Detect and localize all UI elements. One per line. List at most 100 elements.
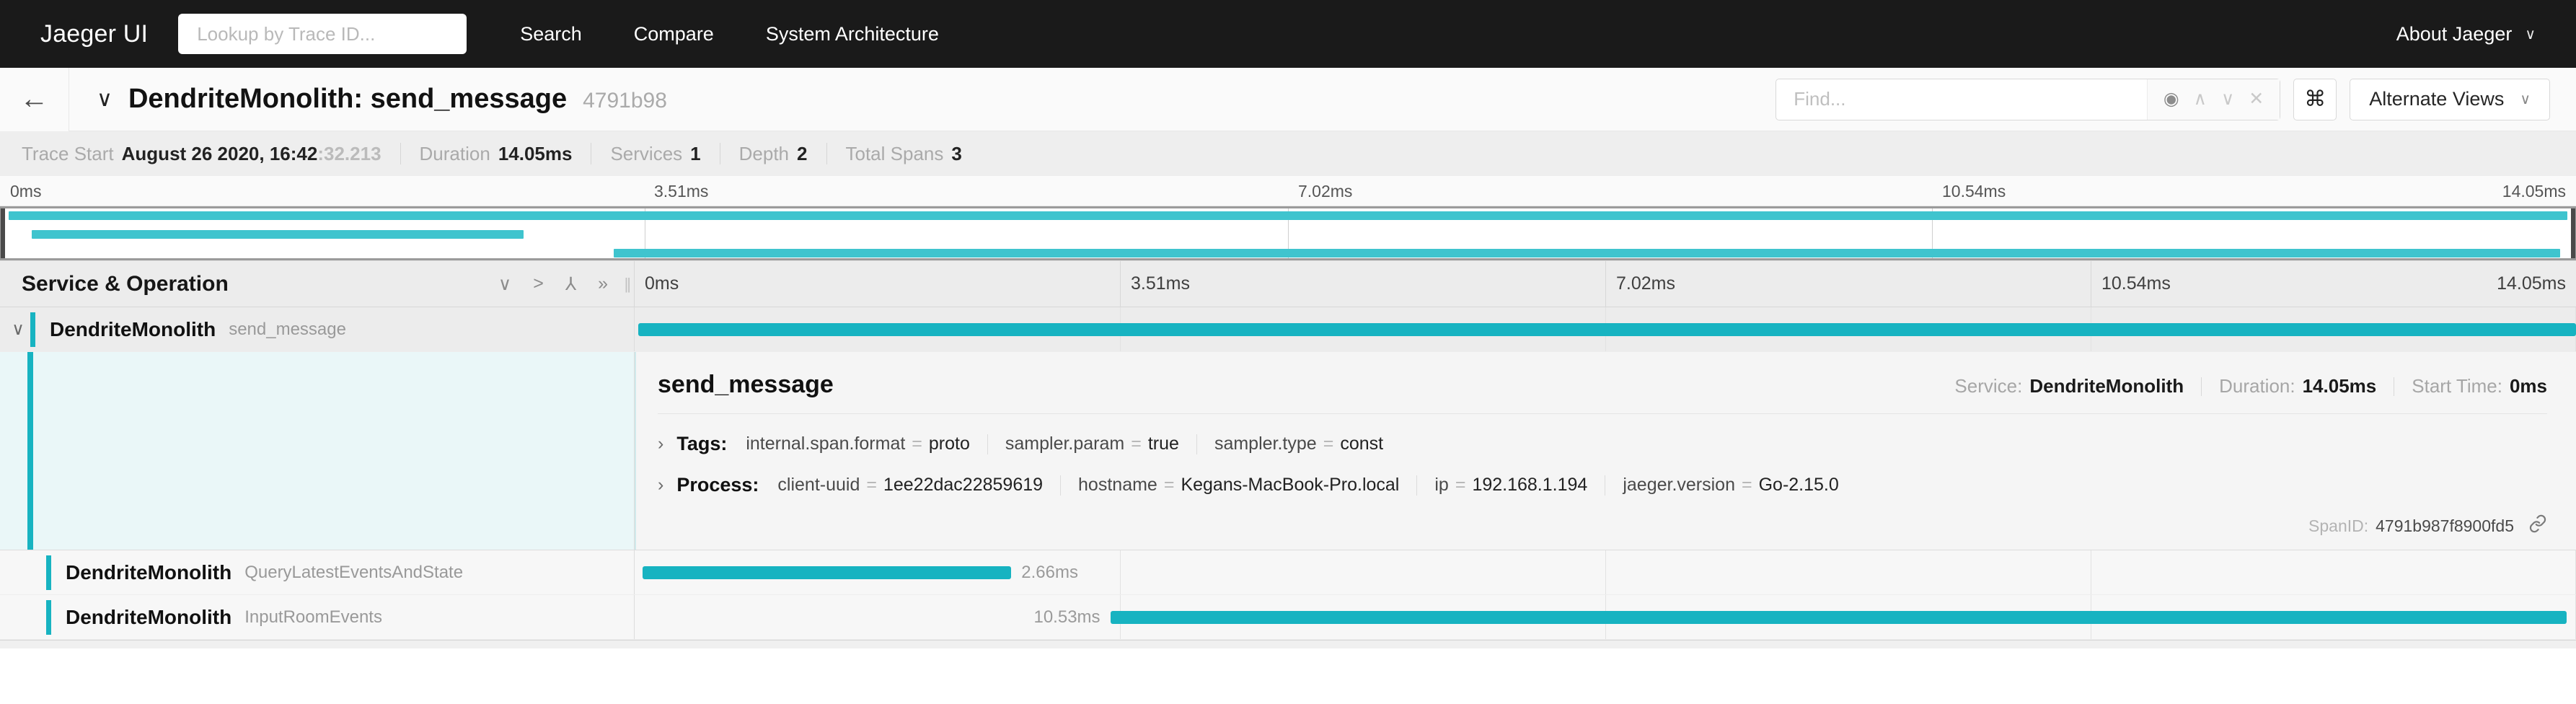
find-box[interactable]: ◉ ∧ ∨ ✕ — [1776, 78, 2281, 120]
meta-value: 1 — [690, 142, 701, 164]
timeline-column-header: 0ms 3.51ms 7.02ms 10.54ms 14.05ms — [635, 261, 2576, 307]
span-row[interactable]: ∨ DendriteMonolith send_message — [0, 307, 2576, 352]
tag-value: proto — [928, 434, 970, 454]
span-row[interactable]: DendriteMonolith InputRoomEvents 10.53ms — [0, 595, 2576, 640]
span-color-marker — [30, 312, 35, 347]
process-key: hostname — [1078, 475, 1157, 495]
span-duration-bar[interactable] — [642, 566, 1012, 579]
nav-link-search[interactable]: Search — [520, 22, 582, 45]
span-row-label[interactable]: DendriteMonolith InputRoomEvents — [0, 595, 635, 639]
timeline-tick-label: 0ms — [645, 273, 679, 294]
process-pair: hostname = Kegans-MacBook-Pro.local — [1078, 475, 1399, 496]
chevron-right-icon[interactable]: › — [658, 434, 664, 454]
horizontal-scrollbar[interactable] — [0, 640, 2576, 648]
minimap-tick: 0ms — [10, 182, 42, 201]
chevron-down-icon: ∨ — [2525, 26, 2536, 43]
meta-item: Total Spans 3 — [846, 143, 962, 165]
trace-minimap[interactable]: 0ms 3.51ms 7.02ms 10.54ms 14.05ms — [0, 176, 2576, 261]
equals-sign: = — [1741, 475, 1752, 495]
trace-summary-bar: Trace Start August 26 2020, 16:42:32.213 D… — [0, 131, 2576, 176]
minimap-drag-handle-right[interactable] — [2571, 208, 2575, 258]
meta-value: 2 — [797, 142, 808, 164]
close-icon[interactable]: ✕ — [2249, 89, 2264, 109]
trace-id-short: 4791b98 — [583, 89, 667, 113]
span-detail-gutter — [0, 352, 635, 550]
service-operation-column-header: Service & Operation ∨ > ⅄ » || — [0, 261, 635, 307]
span-tags-row[interactable]: › Tags: internal.span.format = proto sample… — [658, 433, 2547, 455]
tag-pair: sampler.type = const — [1214, 434, 1383, 454]
span-rows: ∨ DendriteMonolith send_message send_messa… — [0, 307, 2576, 640]
meta-label: Trace Start — [22, 142, 114, 164]
span-stats: Service: DendriteMonolith Duration: 14.05ms… — [1954, 375, 2547, 397]
trace-header: ← ∨ DendriteMonolith: send_message 4791b… — [0, 67, 2576, 131]
span-row[interactable]: DendriteMonolith QueryLatestEventsAndStat… — [0, 550, 2576, 595]
process-separator — [1060, 475, 1062, 496]
chevron-down-icon: ∨ — [2520, 92, 2531, 107]
minimap-tick: 10.54ms — [1942, 182, 2006, 201]
minimap-span-bar — [8, 211, 2568, 220]
span-detail-content: send_message Service: DendriteMonolith Dur… — [635, 352, 2576, 550]
chevron-right-icon[interactable]: › — [658, 475, 664, 495]
span-color-marker — [46, 599, 51, 635]
meta-separator — [826, 143, 827, 164]
stat-value: DendriteMonolith — [2029, 375, 2184, 397]
timeline-tick-label: 7.02ms — [1605, 261, 1675, 307]
minimap-tick: 7.02ms — [1298, 182, 1353, 201]
alternate-views-dropdown[interactable]: Alternate Views ∨ — [2350, 78, 2550, 120]
timeline-gridline — [1120, 550, 1121, 594]
next-match-icon[interactable]: ∨ — [2220, 89, 2235, 109]
process-label: Process: — [676, 474, 759, 496]
span-row-timeline[interactable]: 2.66ms — [635, 550, 2576, 594]
stat-label: Start Time: — [2412, 375, 2502, 397]
keyboard-shortcuts-button[interactable]: ⌘ — [2293, 78, 2337, 120]
span-row-timeline[interactable] — [635, 307, 2576, 351]
trace-id-input[interactable] — [197, 22, 449, 45]
process-separator — [1416, 475, 1418, 496]
column-title: Service & Operation — [22, 271, 229, 296]
nav-link-compare[interactable]: Compare — [633, 22, 714, 45]
process-value: Go-2.15.0 — [1758, 475, 1839, 495]
timeline-gridline — [1605, 550, 1606, 594]
span-color-marker — [46, 555, 51, 590]
page-title: DendriteMonolith: send_message — [128, 84, 568, 114]
minimap-drag-handle-left[interactable] — [1, 208, 5, 258]
focus-target-icon[interactable]: ◉ — [2163, 89, 2179, 109]
nav-link-system-architecture[interactable]: System Architecture — [765, 22, 939, 45]
minimap-span-bar — [31, 230, 524, 239]
minimap-tick: 14.05ms — [2502, 182, 2566, 201]
span-process-row[interactable]: › Process: client-uuid = 1ee22dac22859619 h… — [658, 474, 2547, 496]
process-key: jaeger.version — [1623, 475, 1735, 495]
equals-sign: = — [912, 434, 922, 454]
expand-all-icon[interactable]: » — [598, 273, 608, 294]
back-button[interactable]: ← — [0, 67, 69, 131]
span-duration-bar[interactable] — [638, 322, 2576, 336]
span-row-label[interactable]: DendriteMonolith QueryLatestEventsAndStat… — [0, 550, 635, 594]
equals-sign: = — [1323, 434, 1334, 454]
process-pair: jaeger.version = Go-2.15.0 — [1623, 475, 1838, 496]
meta-value-dim: :32.213 — [317, 142, 381, 164]
prev-match-icon[interactable]: ∧ — [2193, 89, 2207, 109]
span-row-label[interactable]: ∨ DendriteMonolith send_message — [0, 307, 635, 351]
chevron-down-icon[interactable]: ∨ — [12, 320, 25, 339]
column-resize-grip[interactable]: || — [624, 274, 632, 293]
span-id-label: SpanID: — [2308, 516, 2369, 535]
about-jaeger-menu[interactable]: About Jaeger ∨ — [2396, 23, 2536, 45]
trace-id-lookup[interactable] — [178, 14, 467, 54]
meta-label: Total Spans — [845, 142, 944, 164]
process-pair: ip = 192.168.1.194 — [1434, 475, 1587, 496]
process-pair: client-uuid = 1ee22dac22859619 — [777, 475, 1043, 496]
expand-one-icon[interactable]: > — [533, 273, 544, 294]
equals-sign: = — [1163, 475, 1175, 495]
chevron-down-icon[interactable]: ∨ — [97, 87, 113, 111]
brand-logo[interactable]: Jaeger UI — [40, 19, 149, 48]
meta-label: Duration — [419, 142, 490, 164]
meta-value: August 26 2020, 16:42 — [121, 142, 318, 164]
link-icon[interactable] — [2528, 514, 2547, 538]
collapse-all-icon[interactable]: ⅄ — [565, 273, 577, 294]
find-input[interactable] — [1776, 79, 2147, 120]
span-operation-name: send_message — [229, 319, 346, 339]
minimap-viewport[interactable] — [0, 206, 2576, 260]
span-row-timeline[interactable]: 10.53ms — [635, 595, 2576, 639]
span-duration-bar[interactable] — [1110, 610, 2567, 624]
collapse-one-icon[interactable]: ∨ — [498, 273, 512, 294]
